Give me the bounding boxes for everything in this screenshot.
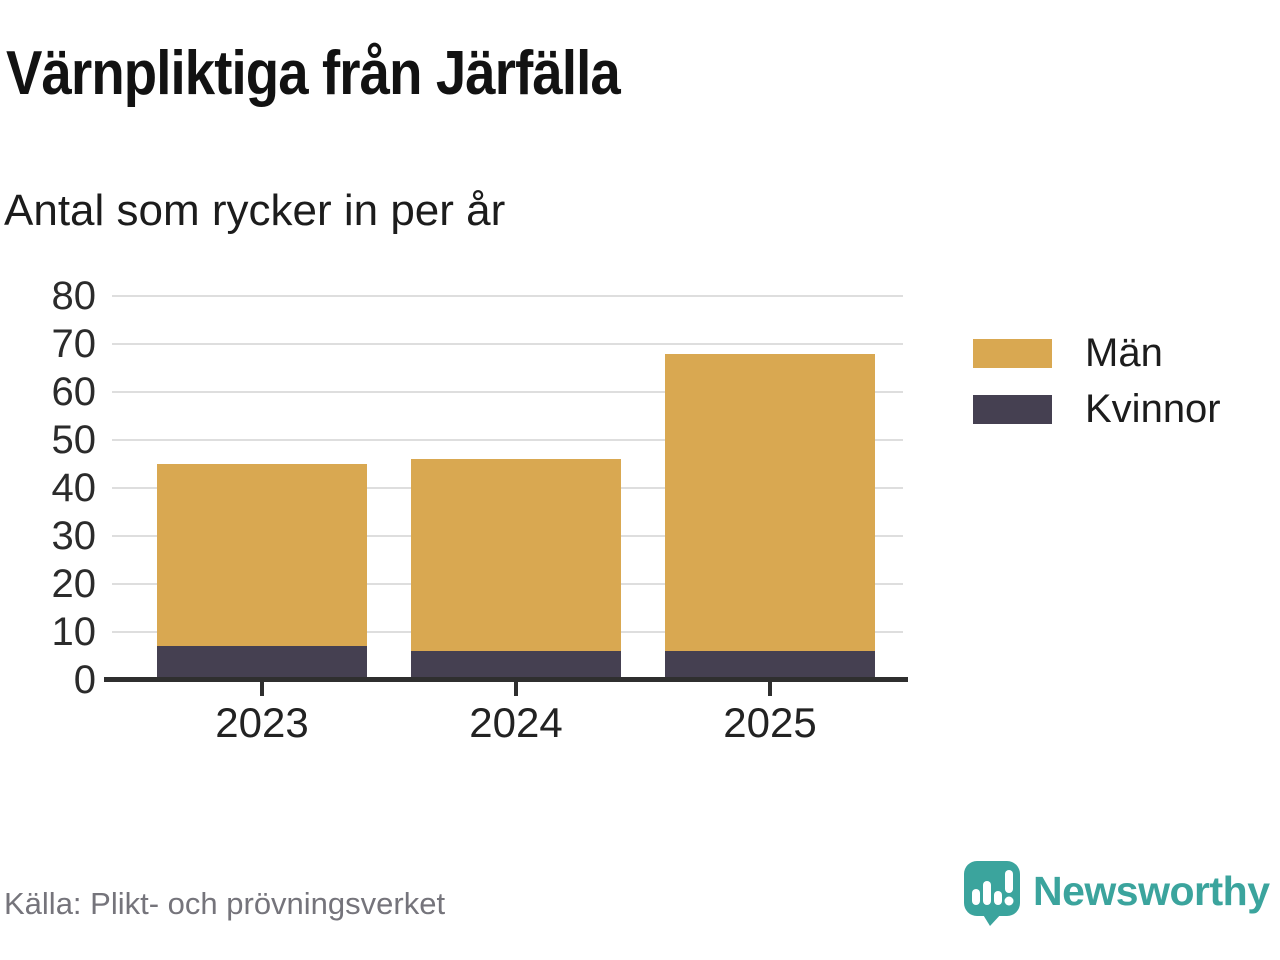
y-tick-label-30: 30 xyxy=(51,514,97,558)
x-tick-2024 xyxy=(514,682,518,696)
y-tick-label-60: 60 xyxy=(51,370,97,414)
newsworthy-pin-chart-icon xyxy=(964,861,1020,926)
bar-segment-män-2024 xyxy=(411,459,621,652)
y-tick-label-40: 40 xyxy=(51,466,97,510)
y-tick-label-0: 0 xyxy=(73,658,96,702)
y-tick-label-50: 50 xyxy=(51,418,97,462)
legend-item-men: Män xyxy=(973,331,1221,375)
y-tick-label-20: 20 xyxy=(51,562,97,606)
x-tick-2025 xyxy=(768,682,772,696)
bar-segment-män-2025 xyxy=(665,353,875,652)
source-note: Källa: Plikt- och prövningsverket xyxy=(4,886,446,921)
y-tick-label-10: 10 xyxy=(51,610,97,654)
legend-swatch-women xyxy=(973,394,1052,424)
legend-swatch-men xyxy=(973,338,1052,368)
legend-label-men: Män xyxy=(1085,330,1163,375)
bar-segment-kvinnor-2023 xyxy=(157,646,367,680)
y-tick-label-80: 80 xyxy=(51,274,97,318)
x-tick-2023 xyxy=(260,682,264,696)
x-tick-label-2025: 2025 xyxy=(723,699,817,746)
legend: Män Kvinnor xyxy=(973,331,1221,450)
legend-item-women: Kvinnor xyxy=(973,387,1221,431)
bar-segment-kvinnor-2025 xyxy=(665,651,875,680)
chart-title: Värnpliktiga från Järfälla xyxy=(6,39,621,108)
gridline-80 xyxy=(112,295,903,297)
brand-footer: Newsworthy xyxy=(963,860,1270,926)
gridline-70 xyxy=(112,343,903,345)
x-tick-label-2023: 2023 xyxy=(215,699,309,746)
x-tick-label-2024: 2024 xyxy=(469,699,563,746)
y-tick-label-70: 70 xyxy=(51,322,97,366)
chart-subtitle: Antal som rycker in per år xyxy=(4,186,506,235)
gridline-60 xyxy=(112,391,903,393)
bar-segment-kvinnor-2024 xyxy=(411,651,621,680)
brand-wordmark: Newsworthy xyxy=(1033,867,1270,914)
bar-segment-män-2023 xyxy=(157,464,367,647)
legend-label-women: Kvinnor xyxy=(1085,386,1221,431)
x-axis-line xyxy=(104,677,908,682)
gridline-50 xyxy=(112,439,903,441)
